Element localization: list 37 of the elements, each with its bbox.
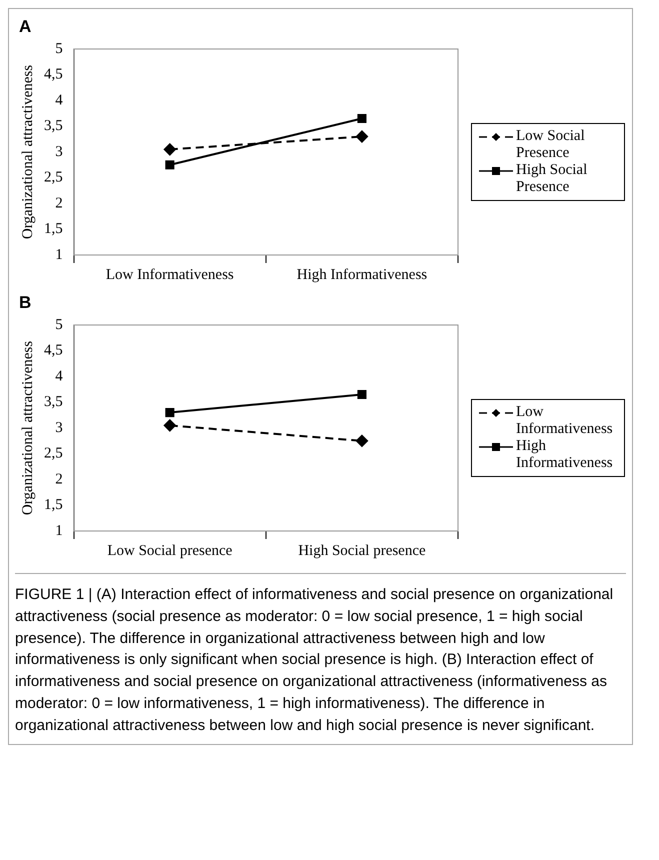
y-tick-label: 4,5 [44, 66, 63, 83]
y-tick-label: 2 [55, 195, 63, 212]
point [164, 419, 176, 432]
chart-title: B [19, 293, 32, 313]
x-tick-label: High Social presence [298, 542, 426, 559]
point [357, 390, 366, 400]
legend-label: Low Informativeness [516, 404, 614, 438]
y-tick-label: 2,5 [44, 170, 63, 186]
legend-label: High Informativeness [516, 438, 614, 472]
y-tick-label: 2,5 [44, 446, 63, 462]
y-tick-label: 4 [55, 92, 64, 108]
y-tick-label: 1,5 [44, 221, 63, 238]
y-tick-label: 1 [55, 246, 63, 263]
y-axis-title: Organizational attractiveness [20, 64, 36, 240]
point [165, 408, 174, 418]
point [165, 160, 174, 170]
y-tick-label: 2 [55, 471, 63, 488]
y-axis-title: Organizational attractiveness [20, 340, 36, 516]
point [357, 114, 366, 124]
y-tick-label: 1 [55, 522, 63, 539]
x-tick-label: Low Social presence [107, 542, 233, 559]
y-tick-label: 3 [55, 144, 63, 160]
point [356, 434, 368, 447]
y-tick-label: 5 [55, 40, 63, 57]
y-tick-label: 4,5 [44, 342, 63, 359]
y-tick-label: 3 [55, 420, 63, 436]
point [356, 130, 368, 143]
legend-label: High Social Presence [516, 162, 588, 196]
y-tick-label: 5 [55, 316, 63, 333]
y-tick-label: 3,5 [44, 394, 63, 410]
point [164, 143, 176, 156]
chart-title: A [19, 17, 32, 37]
y-tick-label: 4 [55, 368, 64, 384]
y-tick-label: 3,5 [44, 118, 63, 134]
legend-label: Low Social Presence [516, 128, 586, 162]
y-tick-label: 1,5 [44, 497, 63, 514]
caption: FIGURE 1 | (A) Interaction effect of informativeness and social presence on organizational attractiveness (social presence as moderator: 0 = low social presence, 1 = high social presence). The difference in organizational attractiveness between high and low informativeness is only significant when social presence is high. (B) Interaction effect of informativeness and social presence on organizational attractiveness (informativeness as moderator: 0 = low informativeness, 1 = high informativeness). The difference in organizational attractiveness between low and high social presence is never significant. [15, 573, 626, 736]
